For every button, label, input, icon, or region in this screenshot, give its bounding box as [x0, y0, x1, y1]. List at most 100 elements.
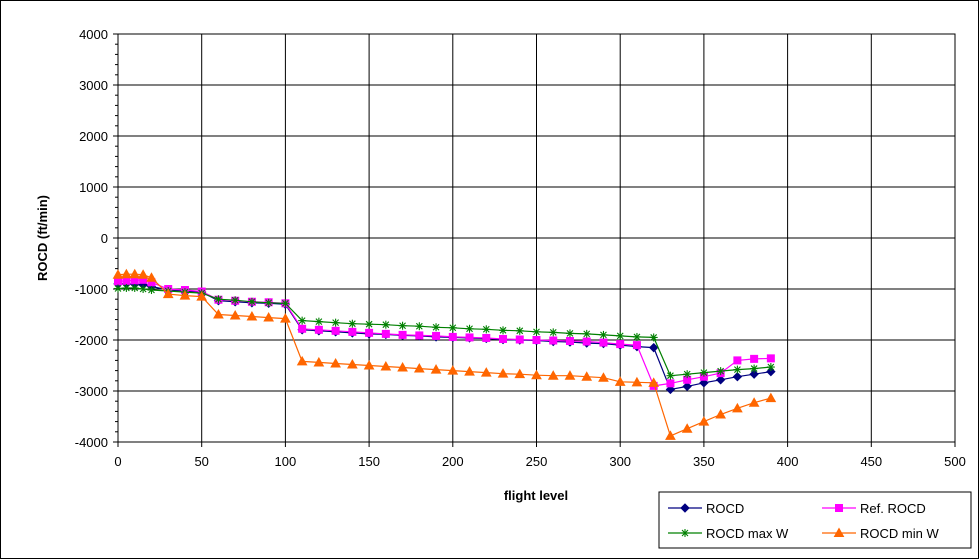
data-point	[196, 291, 208, 301]
data-point	[380, 361, 392, 371]
y-tick-label: -1000	[75, 282, 108, 297]
data-point	[833, 527, 845, 537]
data-point	[313, 356, 325, 367]
data-point	[465, 333, 474, 342]
data-point	[565, 329, 574, 338]
data-point	[381, 320, 390, 329]
x-tick-label: 200	[442, 454, 464, 469]
data-point	[213, 308, 224, 319]
data-point	[264, 298, 273, 307]
data-point	[715, 375, 726, 385]
data-point	[681, 529, 689, 537]
data-point	[598, 372, 609, 382]
data-point	[482, 325, 491, 334]
data-point	[632, 332, 641, 341]
plot-area	[117, 33, 956, 443]
data-point	[465, 324, 474, 333]
data-point	[296, 355, 308, 366]
series-layer	[112, 268, 777, 440]
data-point	[298, 316, 307, 325]
data-point	[835, 504, 843, 512]
legend-item: ROCD	[668, 501, 744, 516]
data-point	[482, 333, 491, 342]
x-tick-label: 50	[194, 454, 208, 469]
data-point	[532, 336, 541, 344]
data-point	[447, 365, 459, 375]
data-point	[665, 384, 676, 395]
data-point	[649, 333, 658, 342]
data-point	[732, 372, 743, 382]
data-point	[581, 371, 593, 381]
data-point	[363, 359, 375, 370]
y-axis-tick-labels: -4000 -3000 -2000 -1000 0 1000 2000 3000 4000	[75, 27, 108, 450]
data-point	[247, 297, 256, 306]
data-point	[749, 369, 759, 379]
legend-label: ROCD max W	[706, 526, 789, 541]
data-point	[648, 377, 660, 387]
data-point	[683, 370, 692, 379]
x-tick-label: 400	[777, 454, 799, 469]
y-tick-label: 0	[101, 231, 108, 246]
data-point	[432, 331, 441, 340]
data-point	[430, 364, 442, 374]
data-point	[314, 317, 323, 326]
y-tick-label: 4000	[79, 27, 108, 42]
data-point	[531, 369, 542, 380]
x-tick-label: 450	[860, 454, 882, 469]
data-point	[715, 408, 726, 419]
data-point	[331, 318, 340, 327]
data-point	[432, 323, 441, 332]
y-tick-label: -2000	[75, 333, 108, 348]
data-point	[666, 379, 675, 388]
data-point	[699, 368, 708, 377]
data-point	[632, 341, 641, 350]
data-point	[532, 327, 541, 336]
data-point	[448, 332, 457, 341]
data-point	[179, 290, 191, 300]
data-point	[146, 272, 157, 282]
data-point	[480, 367, 492, 377]
data-point	[347, 358, 358, 369]
data-point	[114, 277, 122, 286]
x-axis-tick-labels: 0 50 100 150 200 250 300 350 400 450 500	[114, 454, 965, 469]
data-point	[699, 378, 709, 388]
data-point	[733, 356, 742, 365]
data-point	[137, 269, 149, 279]
data-point	[415, 331, 424, 340]
data-point	[413, 363, 425, 373]
data-point	[365, 328, 374, 337]
y-tick-label: -3000	[75, 384, 108, 399]
data-point	[331, 326, 340, 335]
data-point	[748, 397, 760, 407]
data-point	[130, 283, 139, 292]
data-point	[766, 354, 775, 363]
x-tick-label: 300	[609, 454, 631, 469]
data-point	[114, 284, 122, 293]
y-tick-label: 1000	[79, 180, 108, 195]
y-tick-label: -4000	[75, 435, 108, 450]
data-point	[162, 288, 174, 299]
legend-box	[658, 491, 972, 549]
data-point	[365, 320, 374, 329]
data-point	[112, 269, 124, 279]
data-point	[680, 503, 690, 513]
data-point	[766, 363, 775, 372]
data-point	[665, 430, 676, 440]
data-point	[515, 335, 524, 344]
data-point	[448, 323, 457, 332]
data-point	[582, 337, 591, 346]
x-tick-label: 0	[114, 454, 121, 469]
data-point	[348, 319, 357, 328]
data-point	[121, 268, 132, 279]
data-point	[616, 331, 625, 340]
data-point	[599, 338, 608, 347]
data-point	[648, 342, 659, 353]
data-point	[732, 402, 743, 413]
data-point	[514, 368, 526, 379]
data-point	[314, 325, 323, 334]
data-point	[246, 311, 258, 321]
x-tick-label: 100	[275, 454, 297, 469]
data-point	[129, 268, 141, 279]
